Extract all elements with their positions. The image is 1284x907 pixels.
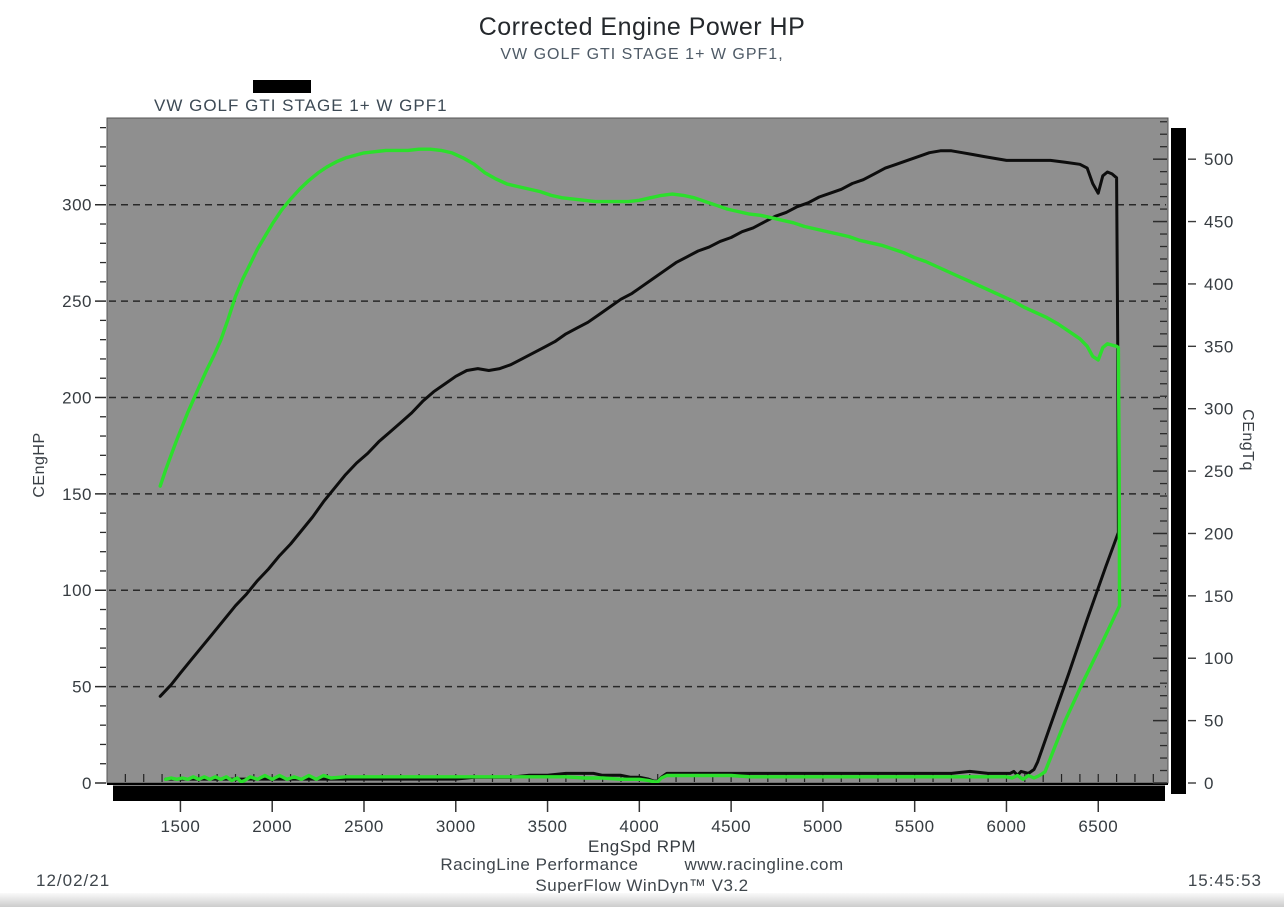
y-tick-label-right: 150: [1204, 587, 1234, 606]
y-axis-label-left: CEngHP: [31, 432, 48, 498]
y-tick-label-left: 50: [72, 678, 92, 697]
window-bottom-strip: [0, 893, 1284, 907]
y-axis-label-right: CEngTq: [1239, 409, 1256, 471]
y-tick-label-left: 250: [62, 292, 92, 311]
y-tick-label-left: 0: [82, 774, 92, 793]
legend-label: VW GOLF GTI STAGE 1+ W GPF1: [154, 96, 448, 115]
x-tick-label: 2500: [344, 817, 384, 836]
footer-line1: RacingLine Performance www.racingline.co…: [0, 855, 1284, 875]
y-tick-label-left: 150: [62, 485, 92, 504]
footer-website: www.racingline.com: [684, 855, 844, 874]
x-tick-label: 5500: [895, 817, 935, 836]
y-tick-label-right: 350: [1204, 337, 1234, 356]
plot-background: [106, 117, 1169, 784]
x-tick-label: 6500: [1078, 817, 1118, 836]
x-tick-label: 3500: [528, 817, 568, 836]
y-tick-label-right: 450: [1204, 213, 1234, 232]
x-tick-label: 4500: [711, 817, 751, 836]
page-subtitle: VW GOLF GTI STAGE 1+ W GPF1,: [500, 46, 784, 63]
y-tick-label-right: 100: [1204, 649, 1234, 668]
y-tick-label-right: 400: [1204, 275, 1234, 294]
page-title: Corrected Engine Power HP: [478, 13, 806, 41]
footer-software: SuperFlow WinDyn™ V3.2: [535, 876, 749, 895]
y-tick-label-right: 300: [1204, 400, 1234, 419]
right-axis-bar: [1171, 128, 1186, 794]
x-tick-label: 6000: [987, 817, 1027, 836]
legend-swatch: [253, 80, 311, 93]
date-label: 12/02/21: [36, 871, 111, 890]
x-axis-label: EngSpd RPM: [588, 837, 696, 856]
y-tick-label-left: 100: [62, 581, 92, 600]
y-tick-label-right: 50: [1204, 712, 1224, 731]
x-tick-label: 4000: [619, 817, 659, 836]
y-tick-label-right: 250: [1204, 462, 1234, 481]
y-tick-label-left: 200: [62, 388, 92, 407]
x-tick-label: 5000: [803, 817, 843, 836]
footer-company: RacingLine Performance: [440, 855, 639, 874]
x-axis-bar: [113, 785, 1165, 801]
y-tick-label-right: 500: [1204, 150, 1234, 169]
time-label: 15:45:53: [1187, 871, 1262, 890]
series-tq-curve: [158, 147, 1122, 784]
y-tick-label-right: 0: [1204, 774, 1214, 793]
y-tick-label-right: 200: [1204, 524, 1234, 543]
x-tick-label: 1500: [161, 817, 201, 836]
x-tick-label: 3000: [436, 817, 476, 836]
y-tick-label-left: 300: [62, 196, 92, 215]
series-hp-curve: [158, 149, 1120, 783]
x-tick-label: 2000: [252, 817, 292, 836]
